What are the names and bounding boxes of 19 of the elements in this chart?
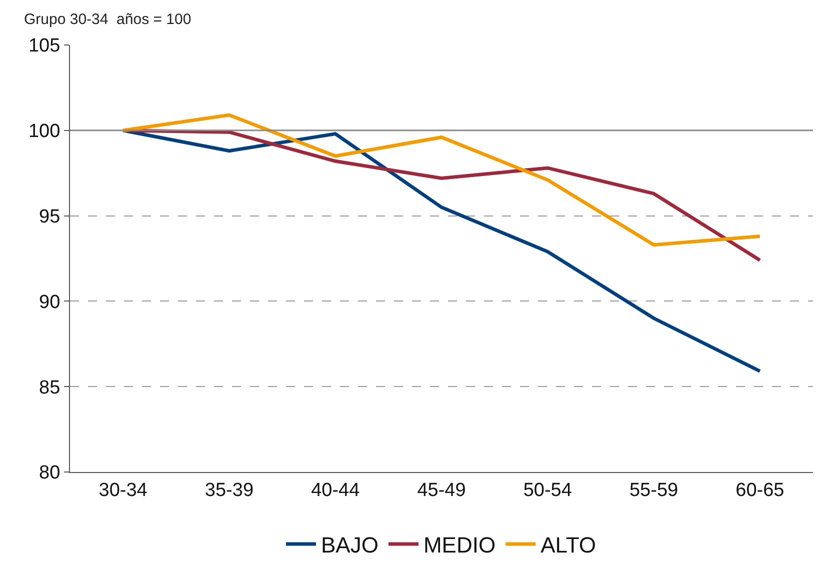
x-tick-label: 40-44 xyxy=(311,480,360,501)
line-series xyxy=(121,113,762,247)
y-tick-label: 80 xyxy=(39,462,60,484)
x-tick-label: 60-65 xyxy=(736,480,784,501)
y-tick-label: 90 xyxy=(39,292,60,313)
x-tick-label: 30-34 xyxy=(98,480,148,501)
legend-label: BAJO xyxy=(321,532,378,558)
x-tick-label: 50-54 xyxy=(523,480,572,501)
x-tick-label: 35-39 xyxy=(204,480,254,501)
legend-label: MEDIO xyxy=(423,532,496,558)
x-tick-label: 45-49 xyxy=(417,480,466,501)
y-tick-label: 100 xyxy=(28,121,60,142)
y-tick-label: 105 xyxy=(28,36,60,57)
y-axis-title: Grupo 30-34 años = 100 xyxy=(24,11,192,28)
line-series xyxy=(121,128,762,262)
legend-label: ALTO xyxy=(540,532,596,558)
y-tick-label: 95 xyxy=(39,206,60,228)
x-tick-label: 55-59 xyxy=(629,480,678,501)
y-tick-label: 85 xyxy=(39,377,60,398)
